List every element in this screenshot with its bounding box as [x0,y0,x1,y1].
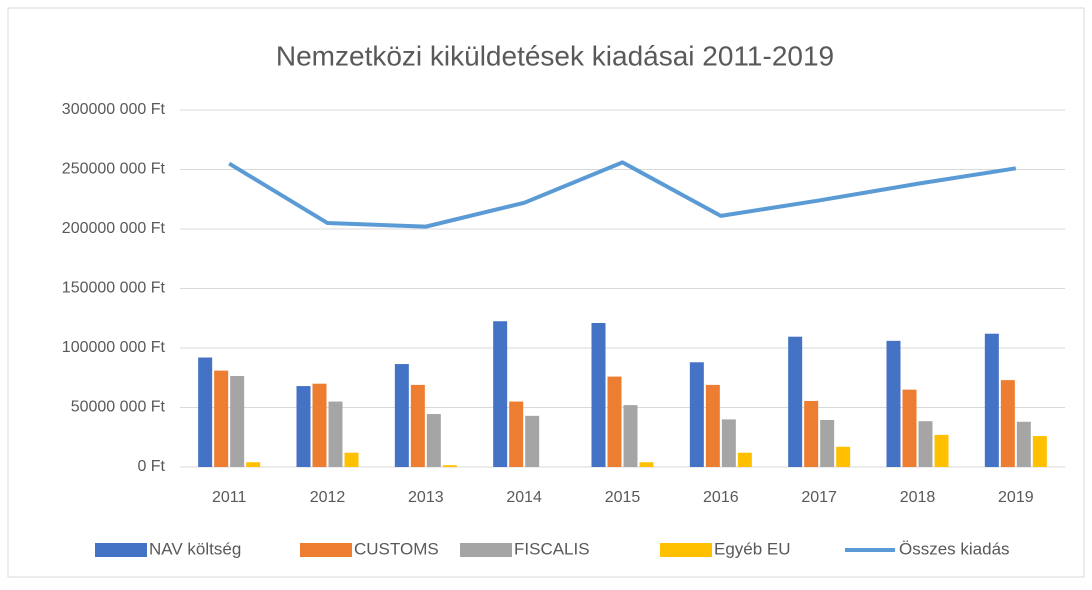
bar [525,415,540,467]
bar [918,421,933,467]
bar [198,357,213,467]
bar [934,434,949,467]
x-tick-label: 2011 [212,489,247,506]
bar [1032,436,1047,467]
bar [591,323,606,467]
bar [328,401,343,467]
bar [410,384,425,467]
bar [886,340,901,467]
bar [1000,380,1015,467]
bar [623,405,638,467]
bar [394,364,409,467]
x-tick-label: 2017 [801,489,837,506]
bar [442,465,457,467]
bar [836,446,851,467]
legend-label: NAV költség [149,539,241,558]
x-tick-label: 2018 [900,489,936,506]
legend-label: Összes kiadás [899,539,1010,558]
bar [721,419,736,467]
bar [902,389,917,467]
y-tick-label: 300000 000 Ft [62,101,166,118]
bar [984,333,999,467]
bar [639,462,654,467]
legend-swatch [95,543,147,557]
bar [705,384,720,467]
bar [737,452,752,467]
bar [230,375,245,467]
x-tick-label: 2014 [506,489,542,506]
legend-label: Egyéb EU [714,539,791,558]
legend-swatch [460,543,512,557]
bar [426,414,441,467]
bar [788,336,803,467]
y-tick-label: 150000 000 Ft [62,280,166,297]
y-tick-label: 100000 000 Ft [62,339,166,356]
y-tick-label: 200000 000 Ft [62,220,166,237]
bar [607,376,622,467]
legend-swatch [300,543,352,557]
bar [312,383,327,467]
legend-label: FISCALIS [514,539,590,558]
bar [493,321,508,467]
x-tick-label: 2013 [408,489,444,506]
bar [1016,421,1031,467]
legend-label: CUSTOMS [354,539,439,558]
bar [804,400,819,467]
y-tick-label: 250000 000 Ft [62,161,166,178]
bar [246,462,261,467]
x-tick-label: 2016 [703,489,739,506]
bar [214,370,229,467]
bar [296,386,311,467]
x-tick-label: 2015 [605,489,641,506]
bar [689,362,704,467]
y-tick-label: 50000 000 Ft [71,399,166,416]
line-series [228,160,1017,229]
x-tick-label: 2012 [310,489,346,506]
legend-swatch [660,543,712,557]
chart-frame [7,7,1085,578]
bar [820,419,835,467]
bar [509,401,524,467]
y-tick-label: 0 Ft [137,458,165,475]
x-tick-label: 2019 [998,489,1034,506]
bar [344,452,359,467]
chart-title: Nemzetközi kiküldetések kiadásai 2011-20… [276,40,834,71]
